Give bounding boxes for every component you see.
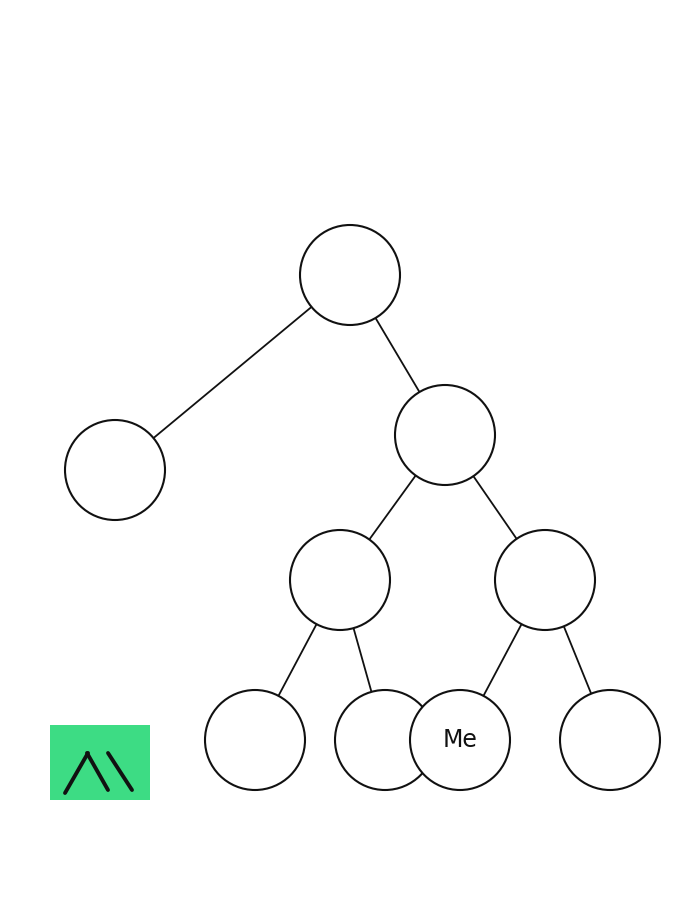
- Circle shape: [205, 690, 305, 790]
- Circle shape: [410, 690, 510, 790]
- Circle shape: [290, 530, 390, 630]
- Bar: [50, 725, 150, 825]
- Circle shape: [395, 385, 495, 485]
- Circle shape: [65, 420, 165, 520]
- Circle shape: [300, 225, 400, 325]
- Text: Meshtastic: Meshtastic: [136, 12, 564, 78]
- Text: Me: Me: [442, 728, 477, 752]
- Text: Exponential bandwidth overhead for
every extra node on the network: Exponential bandwidth overhead for every…: [50, 816, 650, 884]
- Circle shape: [560, 690, 660, 790]
- Circle shape: [495, 530, 595, 630]
- Circle shape: [335, 690, 435, 790]
